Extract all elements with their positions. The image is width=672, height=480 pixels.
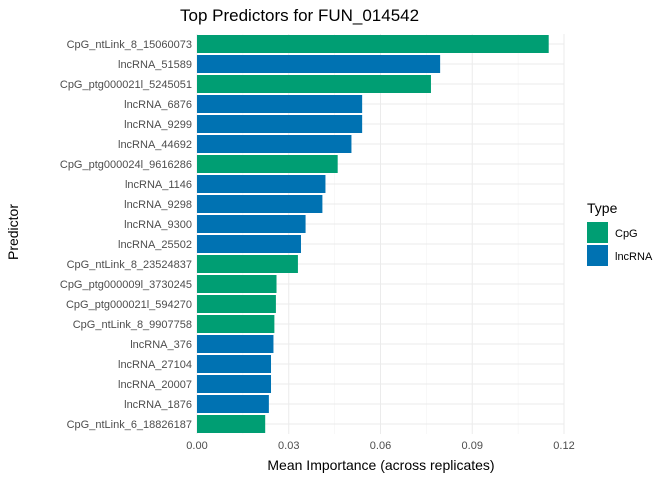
bar — [197, 155, 338, 173]
x-tick-label: 0.12 — [553, 440, 574, 452]
bar — [197, 35, 549, 53]
y-tick-label: CpG_ptg000021l_5245051 — [60, 79, 192, 91]
y-axis-title: Predictor — [5, 204, 21, 260]
y-tick-label: lncRNA_9300 — [124, 219, 192, 231]
y-tick-label: lncRNA_1876 — [124, 399, 192, 411]
y-tick-label: lncRNA_376 — [130, 339, 192, 351]
y-tick-label: CpG_ntLink_8_9907758 — [73, 319, 192, 331]
bar — [197, 115, 363, 133]
bars — [197, 35, 549, 433]
legend-label: lncRNA — [615, 251, 653, 263]
y-tick-label: lncRNA_27104 — [118, 359, 192, 371]
legend-title: Type — [587, 200, 618, 216]
bar — [197, 355, 272, 373]
bar — [197, 415, 266, 433]
y-tick-label: CpG_ptg000021l_594270 — [66, 299, 192, 311]
legend-swatch — [587, 245, 608, 266]
y-tick-label: CpG_ntLink_8_23524837 — [67, 259, 192, 271]
x-tick-label: 0.03 — [278, 440, 299, 452]
bar — [197, 315, 275, 333]
bar — [197, 75, 431, 93]
bar — [197, 135, 352, 153]
y-tick-label: CpG_ptg000009l_3730245 — [60, 279, 192, 291]
x-axis-title: Mean Importance (across replicates) — [267, 457, 494, 473]
y-tick-label: lncRNA_25502 — [118, 239, 192, 251]
x-tick-label: 0.00 — [186, 440, 207, 452]
bar — [197, 295, 276, 313]
chart-title: Top Predictors for FUN_014542 — [180, 6, 419, 25]
bar — [197, 335, 274, 353]
x-tick-label: 0.09 — [462, 440, 483, 452]
y-tick-labels: CpG_ntLink_8_15060073 lncRNA_51589 CpG_ptg… — [60, 39, 192, 431]
bar — [197, 275, 277, 293]
y-tick-label: CpG_ntLink_6_18826187 — [67, 419, 192, 431]
legend: Type CpG lncRNA — [587, 200, 653, 266]
y-tick-label: lncRNA_9298 — [124, 199, 192, 211]
bar — [197, 255, 298, 273]
bar — [197, 175, 326, 193]
y-tick-label: lncRNA_6876 — [124, 99, 192, 111]
bar — [197, 375, 272, 393]
bar — [197, 95, 363, 113]
bar — [197, 235, 301, 253]
bar — [197, 215, 306, 233]
y-tick-label: lncRNA_51589 — [118, 59, 192, 71]
x-tick-label: 0.06 — [370, 440, 391, 452]
bar — [197, 195, 323, 213]
y-tick-label: lncRNA_44692 — [118, 139, 192, 151]
bar — [197, 395, 269, 413]
legend-label: CpG — [615, 228, 638, 240]
y-tick-label: CpG_ntLink_8_15060073 — [67, 39, 192, 51]
legend-swatch — [587, 222, 608, 243]
x-tick-labels: 0.00 0.03 0.06 0.09 0.12 — [186, 440, 574, 452]
y-tick-label: CpG_ptg000024l_9616286 — [60, 159, 192, 171]
y-tick-label: lncRNA_9299 — [124, 119, 192, 131]
bar — [197, 55, 441, 73]
y-tick-label: lncRNA_1146 — [125, 179, 192, 191]
y-tick-label: lncRNA_20007 — [118, 379, 192, 391]
